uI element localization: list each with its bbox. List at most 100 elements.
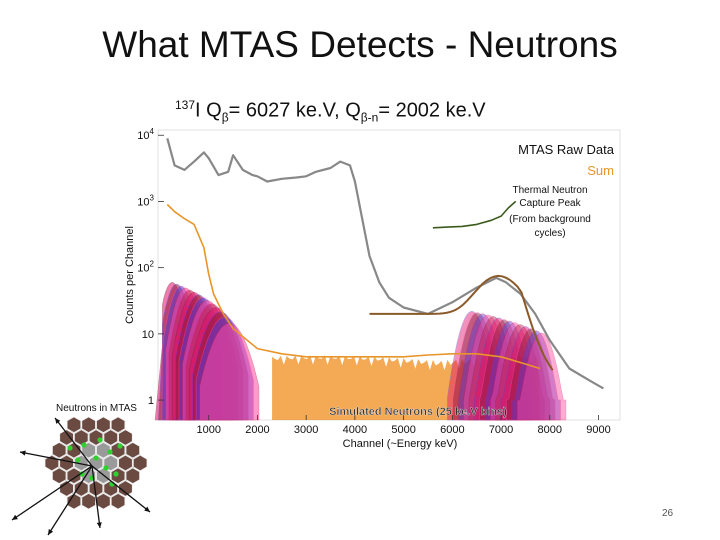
neutron-arrowhead <box>144 506 150 512</box>
legend-sum: Sum <box>587 163 614 178</box>
simulated-hump-left <box>199 322 260 421</box>
neutron-track <box>19 451 93 467</box>
simulated-hump-right <box>452 312 502 421</box>
detector-module <box>59 454 74 472</box>
detector-module <box>96 441 111 459</box>
slide-subtitle: 137I Qβ= 6027 ke.V, Qβ-n= 2002 ke.V <box>175 98 486 125</box>
legend-raw-data: MTAS Raw Data <box>518 142 615 157</box>
mtas-detector-inset <box>11 416 151 536</box>
detector-hexes <box>44 416 148 510</box>
neutron-track <box>91 465 151 513</box>
neutron-tracks <box>11 417 151 536</box>
detector-module <box>59 429 74 446</box>
simulated-hump-right <box>447 310 497 421</box>
detector-module <box>110 416 126 434</box>
detector-module <box>59 480 74 497</box>
interaction-dot <box>117 443 123 449</box>
subtitle-beta: β <box>221 110 229 125</box>
interaction-dot <box>103 465 109 471</box>
simulated-hump-right <box>484 320 534 421</box>
detector-module <box>52 467 67 485</box>
series-layer <box>166 138 604 390</box>
interaction-dot <box>93 455 99 461</box>
isotope-mass: 137 <box>175 98 196 112</box>
x-tick-label: 4000 <box>343 424 367 436</box>
detector-module <box>132 454 148 472</box>
detector-module <box>125 467 141 485</box>
simulated-hump-right <box>511 330 561 421</box>
capture-annotation-line-2: Capture Peak <box>519 198 581 209</box>
detector-module <box>118 429 133 446</box>
interaction-dot <box>75 457 81 463</box>
simulated-hump-right <box>468 315 518 421</box>
inset-label: Neutrons in MTAS <box>56 403 137 414</box>
detector-module <box>81 416 96 434</box>
y-tick-label: 104 <box>137 127 154 142</box>
y-tick-label: 103 <box>137 193 154 208</box>
subtitle-part-2: = 6027 ke.V, Q <box>228 99 361 122</box>
neutron-arrowhead <box>12 514 18 520</box>
interaction-dot <box>81 442 87 448</box>
y-axis-label: Counts per Channel <box>124 226 136 324</box>
slide-title: What MTAS Detects - Neutrons <box>102 24 618 65</box>
x-tick-label: 7000 <box>489 424 513 436</box>
interaction-dot <box>67 445 73 451</box>
detector-module <box>103 429 118 446</box>
series-capture-peak <box>432 200 517 229</box>
series-fit-curve <box>369 274 554 371</box>
simulated-hump-right <box>516 332 567 421</box>
detector-module <box>118 454 133 472</box>
detector-module <box>74 429 89 446</box>
neutron-track <box>91 465 101 529</box>
x-tick-label: 2000 <box>245 424 269 436</box>
simulated-hump-right <box>474 317 524 421</box>
page-number: 26 <box>662 508 674 519</box>
interaction-dot <box>107 449 113 455</box>
y-tick-label: 1 <box>148 395 154 407</box>
detector-module <box>81 492 96 510</box>
neutron-arrowhead <box>48 529 54 535</box>
x-tick-label: 3000 <box>294 424 318 436</box>
series-raw-data <box>166 138 604 390</box>
subtitle-part-3: = 2002 ke.V <box>378 99 486 122</box>
subtitle-part-1: I Q <box>195 99 222 122</box>
x-tick-label: 9000 <box>586 424 610 436</box>
simulated-hump-right <box>479 318 529 421</box>
neutron-track <box>47 465 93 536</box>
detector-module <box>96 492 111 510</box>
detector-module <box>74 480 89 497</box>
capture-annotation-line-4: cycles) <box>534 228 565 239</box>
simulated-spectra <box>154 281 567 421</box>
series-sum <box>166 203 541 370</box>
simulated-hump-right <box>463 314 513 421</box>
neutron-track <box>11 465 93 521</box>
y-tick-label: 10 <box>142 329 154 341</box>
detector-module <box>66 492 82 510</box>
neutron-arrowhead <box>20 450 26 456</box>
detector-module <box>125 441 141 459</box>
interaction-dot <box>79 471 85 477</box>
capture-annotation-line-1: Thermal Neutron <box>512 185 587 196</box>
x-tick-label: 1000 <box>196 424 220 436</box>
x-tick-label: 8000 <box>538 424 562 436</box>
interaction-dot <box>113 471 119 477</box>
neutron-arrowhead <box>55 418 61 424</box>
simulated-hump-right <box>495 324 545 421</box>
y-tick-label: 102 <box>137 260 154 275</box>
x-tick-label: 6000 <box>440 424 464 436</box>
detector-module <box>118 480 133 497</box>
detector-module <box>96 416 111 434</box>
x-tick-label: 5000 <box>391 424 415 436</box>
neutron-track <box>54 417 93 467</box>
simulated-annotation: Simulated Neutrons (25 ke.V bins) <box>329 406 507 418</box>
detector-module <box>88 429 104 446</box>
interaction-dot <box>97 437 103 443</box>
simulated-hump-right <box>490 322 540 421</box>
detector-module <box>110 492 126 510</box>
simulated-band <box>272 355 541 420</box>
neutron-arrowhead <box>96 522 102 528</box>
detector-module <box>52 441 67 459</box>
capture-annotation-line-3: (From background <box>509 214 591 225</box>
x-axis-label: Channel (~Energy keV) <box>343 438 458 450</box>
